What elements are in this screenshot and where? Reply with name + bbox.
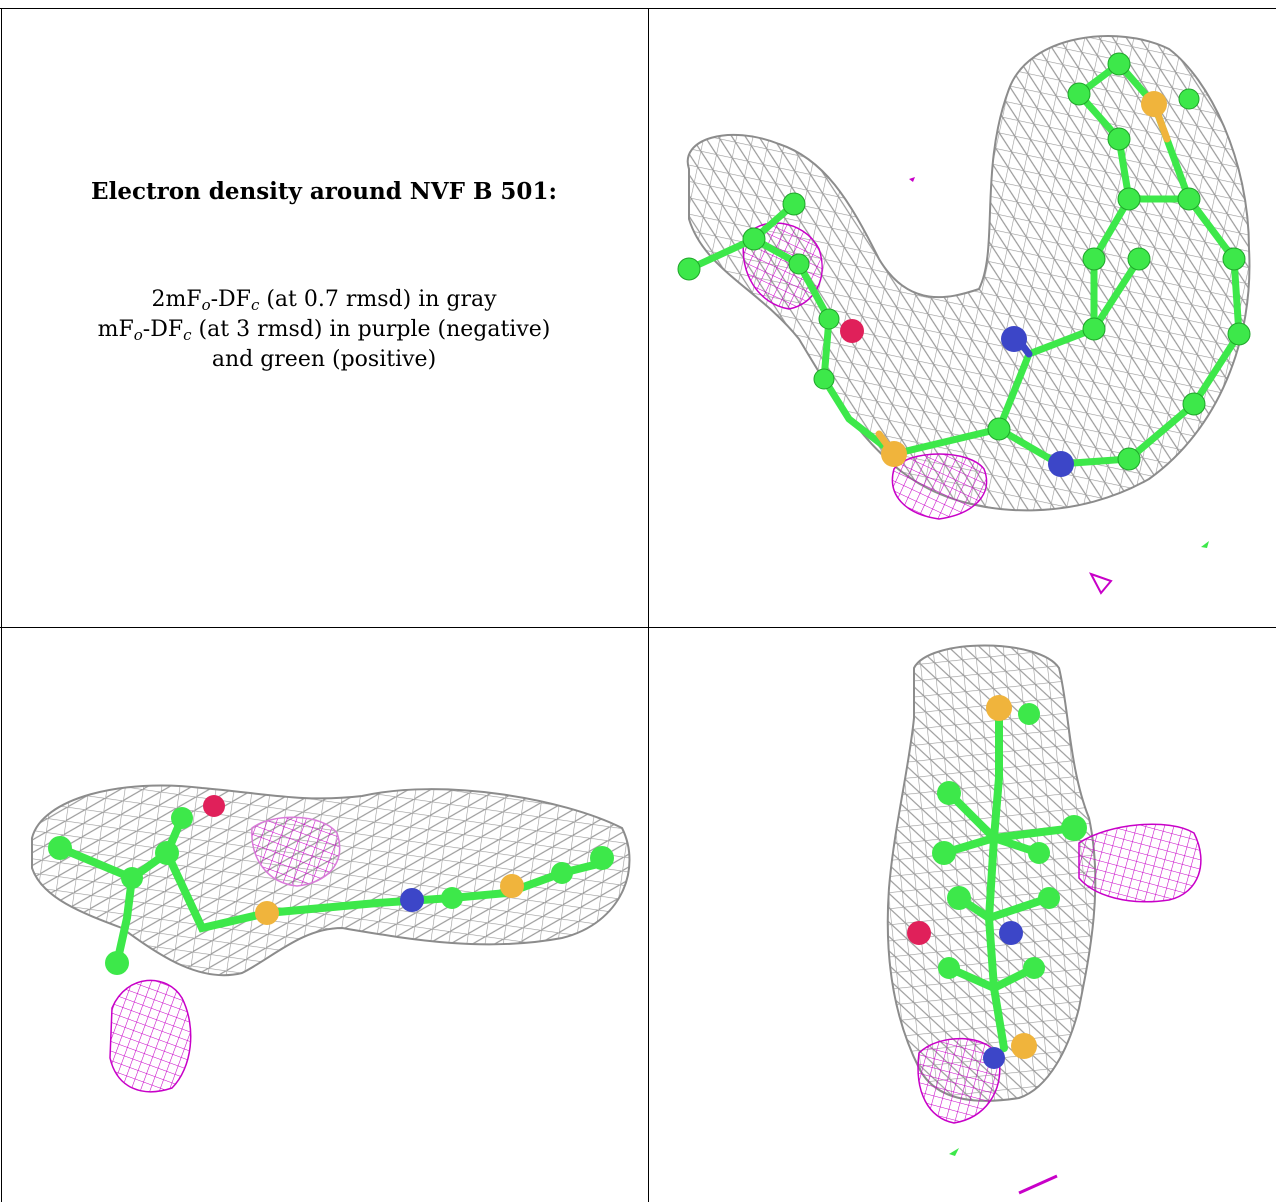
legend-line-fo-fc: mFo-DFc (at 3 rmsd) in purple (negative) xyxy=(97,317,551,344)
table-divider-horizontal xyxy=(0,627,1276,628)
table-border-left xyxy=(1,8,2,1202)
legend-line-colors: and green (positive) xyxy=(211,347,437,372)
table-border-top xyxy=(0,8,1276,9)
table-divider-vertical xyxy=(648,8,649,1202)
figure-title: Electron density around NVF B 501: xyxy=(91,178,557,205)
caption-cell: Electron density around NVF B 501: 2mFo-… xyxy=(0,9,648,627)
ligand-end-view-icon xyxy=(886,644,1202,1195)
density-panel-side-view xyxy=(2,628,648,1202)
density-panel-top-view xyxy=(649,9,1276,627)
ligand-top-view-icon xyxy=(677,35,1251,595)
ligand-side-view-icon xyxy=(31,784,631,1093)
legend-line-2fo-fc: 2mFo-DFc (at 0.7 rmsd) in gray xyxy=(151,287,497,314)
density-panel-end-view xyxy=(649,628,1276,1202)
